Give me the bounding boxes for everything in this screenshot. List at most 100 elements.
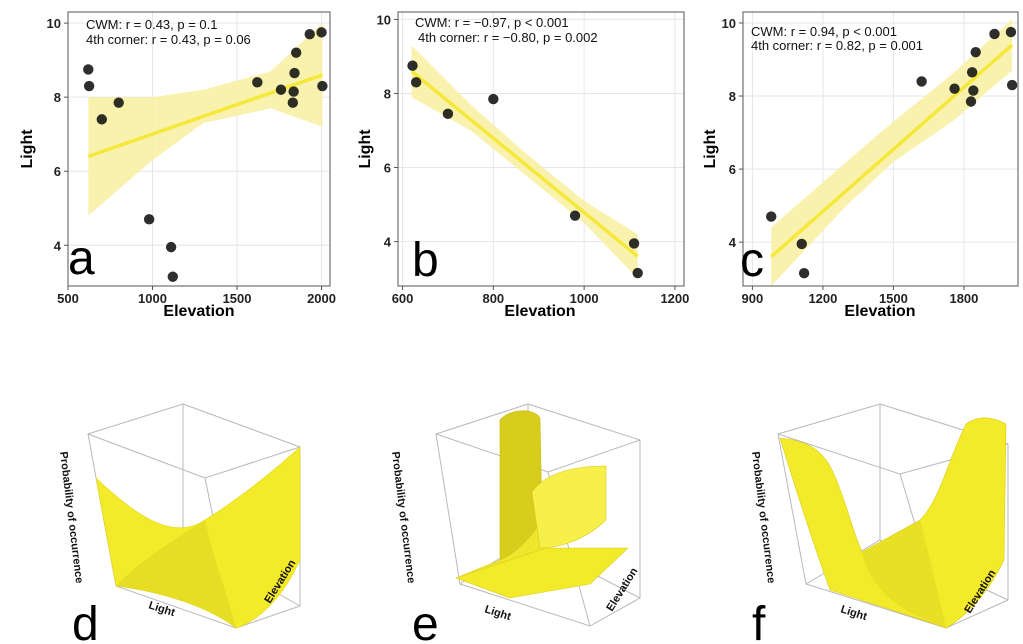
x-tick-label: 800	[482, 291, 504, 306]
data-point	[916, 76, 927, 87]
x-ticks-c: 900 1200 1500 1800	[742, 286, 978, 306]
x-tick-label: 1200	[660, 291, 689, 306]
surface-shading-d	[116, 520, 236, 628]
x-tick-label: 1000	[570, 291, 599, 306]
panel-letter-e: e	[412, 598, 439, 644]
annotation-line1-c: CWM: r = 0.94, p < 0.001	[751, 24, 897, 39]
gridlines-c	[743, 12, 1018, 286]
surface-panel-f: Probability of occurrence Light Elevatio…	[749, 403, 1009, 644]
data-point	[766, 211, 777, 222]
data-point	[968, 85, 979, 96]
y-tick-label: 6	[729, 162, 736, 177]
data-point	[989, 28, 1000, 40]
y-axis-title-b: Light	[357, 129, 374, 169]
y-tick-label: 10	[47, 16, 61, 31]
annotation-line1-b: CWM: r = −0.97, p < 0.001	[415, 15, 569, 30]
panel-letter-a: a	[68, 232, 95, 285]
data-point	[289, 67, 300, 79]
x-ticks-a: 500 1000 1500 2000	[57, 286, 336, 306]
x-tick-label: 900	[742, 291, 764, 306]
data-point	[252, 77, 263, 88]
fit-line	[770, 43, 1014, 259]
surface-floor-e	[455, 547, 629, 599]
y-ticks-b: 4 6 8 10	[377, 12, 398, 250]
fit-line-c	[770, 43, 1014, 259]
points-c	[766, 26, 1018, 279]
z-axis-title-f: Probability of occurrence	[749, 451, 777, 584]
z-axis-title-d: Probability of occurrence	[57, 451, 85, 584]
plot-frame-b	[397, 11, 685, 287]
y-tick-label: 6	[54, 164, 61, 179]
plot-frame-c	[742, 11, 1019, 287]
confidence-band-a	[88, 23, 323, 216]
data-point	[143, 214, 155, 225]
points-a	[83, 27, 328, 282]
data-point	[96, 114, 108, 125]
data-point	[290, 47, 302, 58]
z-axis-title-e: Probability of occurrence	[389, 451, 417, 584]
x-axis-title-a: Elevation	[163, 303, 234, 320]
y-axis-title-c: Light	[702, 129, 719, 169]
x-tick-label: 1500	[879, 291, 908, 306]
data-point	[410, 77, 422, 88]
data-point	[83, 64, 94, 75]
x-axis-title-d: Light	[147, 599, 177, 619]
data-point	[632, 267, 643, 279]
confidence-band	[88, 23, 323, 216]
scatter-panel-c: 900 1200 1500 1800 4 6 8 10 CWM: r = 0.94, p <…	[702, 11, 1019, 320]
data-point	[288, 86, 299, 97]
data-point	[970, 46, 981, 58]
x-tick-label: 500	[57, 291, 79, 306]
surface-shading-f	[862, 520, 946, 628]
data-point	[317, 80, 328, 92]
fit-line-b	[410, 69, 639, 258]
x-axis-title-e: Light	[483, 603, 513, 623]
panel-letter-f: f	[752, 598, 766, 644]
data-point	[966, 67, 978, 78]
annotation-line2-a: 4th corner: r = 0.43, p = 0.06	[86, 32, 251, 47]
data-point	[1005, 26, 1017, 38]
y-axis-title-e: Elevation	[604, 566, 640, 614]
data-point	[488, 93, 499, 105]
scatter-panel-a: 500 1000 1500 2000 4 6 8 10 CWM: r = 0.43, p =…	[19, 11, 336, 320]
x-tick-label: 1200	[808, 291, 837, 306]
data-point	[275, 84, 287, 95]
annotation-line2-b: 4th corner: r = −0.80, p = 0.002	[418, 30, 598, 45]
panel-letter-c: c	[740, 234, 764, 287]
fit-line	[410, 69, 639, 258]
surface-d	[95, 446, 301, 629]
y-tick-label: 4	[729, 235, 737, 250]
y-tick-label: 4	[384, 235, 392, 250]
x-axis-title-c: Elevation	[844, 303, 915, 320]
x-axis-title-b: Elevation	[504, 303, 575, 320]
data-point	[316, 27, 327, 38]
x-ticks-b: 600 800 1000 1200	[392, 286, 689, 306]
data-point	[796, 238, 807, 250]
data-point	[407, 60, 418, 71]
data-point	[949, 83, 960, 94]
panel-letter-b: b	[412, 234, 439, 287]
surface-plateau-e	[531, 465, 607, 549]
annotation-line2-c: 4th corner: r = 0.82, p = 0.001	[751, 38, 923, 53]
data-point	[113, 97, 124, 108]
data-point	[798, 268, 810, 279]
data-point	[304, 29, 315, 40]
data-point	[442, 108, 454, 120]
x-tick-label: 600	[392, 291, 414, 306]
y-axis-title-a: Light	[19, 129, 36, 169]
y-ticks-a: 4 6 8 10	[47, 16, 68, 253]
data-point	[628, 238, 640, 249]
y-ticks-c: 4 6 8 10	[722, 16, 743, 250]
data-point	[165, 241, 177, 253]
surface-panel-e: Probability of occurrence Light Elevatio…	[389, 403, 641, 644]
x-axis-title-f: Light	[839, 603, 869, 623]
data-point	[965, 96, 977, 107]
panel-letter-d: d	[72, 598, 99, 644]
x-tick-label: 1500	[223, 291, 252, 306]
data-point	[287, 97, 299, 108]
data-point	[83, 80, 95, 92]
gridlines-b	[398, 12, 684, 286]
surface-panel-d: Probability of occurrence Light Elevatio…	[57, 403, 301, 644]
y-tick-label: 8	[384, 86, 391, 101]
